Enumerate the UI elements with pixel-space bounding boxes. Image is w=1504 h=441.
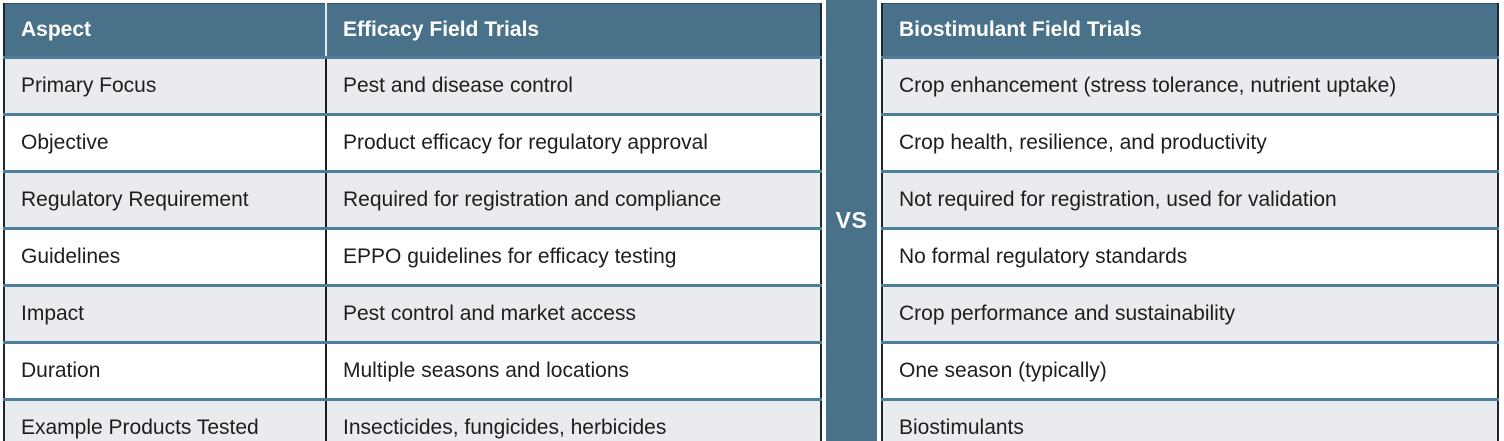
biostimulant-cell: Not required for registration, used for …: [882, 170, 1498, 229]
aspect-cell: Duration: [4, 341, 327, 400]
table-row: Crop enhancement (stress tolerance, nutr…: [882, 56, 1498, 115]
table-row: Example Products Tested Insecticides, fu…: [4, 398, 821, 441]
table-row: No formal regulatory standards: [882, 227, 1498, 286]
table-row: Regulatory Requirement Required for regi…: [4, 170, 821, 229]
biostimulant-column-header: Biostimulant Field Trials: [882, 3, 1498, 58]
aspect-cell: Primary Focus: [4, 56, 327, 115]
efficacy-cell: EPPO guidelines for efficacy testing: [326, 227, 821, 286]
efficacy-cell: Multiple seasons and locations: [326, 341, 821, 400]
header-row: Biostimulant Field Trials: [882, 3, 1498, 58]
biostimulant-trials-table: Biostimulant Field Trials Crop enhanceme…: [881, 3, 1499, 441]
biostimulant-cell: One season (typically): [882, 341, 1498, 400]
vs-label: VS: [835, 207, 868, 233]
biostimulant-cell: Crop health, resilience, and productivit…: [882, 113, 1498, 172]
efficacy-cell: Pest control and market access: [326, 284, 821, 343]
biostimulant-cell: Crop enhancement (stress tolerance, nutr…: [882, 56, 1498, 115]
efficacy-cell: Required for registration and compliance: [326, 170, 821, 229]
table-row: Duration Multiple seasons and locations: [4, 341, 821, 400]
biostimulant-cell: Biostimulants: [882, 398, 1498, 441]
aspect-cell: Regulatory Requirement: [4, 170, 327, 229]
efficacy-cell: Product efficacy for regulatory approval: [326, 113, 821, 172]
efficacy-column-header: Efficacy Field Trials: [326, 3, 821, 58]
table-row: Not required for registration, used for …: [882, 170, 1498, 229]
efficacy-trials-table: Aspect Efficacy Field Trials Primary Foc…: [3, 3, 822, 441]
aspect-cell: Example Products Tested: [4, 398, 327, 441]
table-row: Guidelines EPPO guidelines for efficacy …: [4, 227, 821, 286]
efficacy-cell: Pest and disease control: [326, 56, 821, 115]
biostimulant-cell: Crop performance and sustainability: [882, 284, 1498, 343]
table-row: Objective Product efficacy for regulator…: [4, 113, 821, 172]
table-row: One season (typically): [882, 341, 1498, 400]
table-row: Primary Focus Pest and disease control: [4, 56, 821, 115]
aspect-cell: Objective: [4, 113, 327, 172]
biostimulant-cell: No formal regulatory standards: [882, 227, 1498, 286]
table-row: Crop health, resilience, and productivit…: [882, 113, 1498, 172]
aspect-column-header: Aspect: [4, 3, 327, 58]
aspect-cell: Impact: [4, 284, 327, 343]
efficacy-cell: Insecticides, fungicides, herbicides: [326, 398, 821, 441]
table-row: Impact Pest control and market access: [4, 284, 821, 343]
vs-divider-strip: VS: [826, 0, 877, 441]
table-row: Biostimulants: [882, 398, 1498, 441]
aspect-cell: Guidelines: [4, 227, 327, 286]
table-row: Crop performance and sustainability: [882, 284, 1498, 343]
header-row: Aspect Efficacy Field Trials: [4, 3, 821, 58]
